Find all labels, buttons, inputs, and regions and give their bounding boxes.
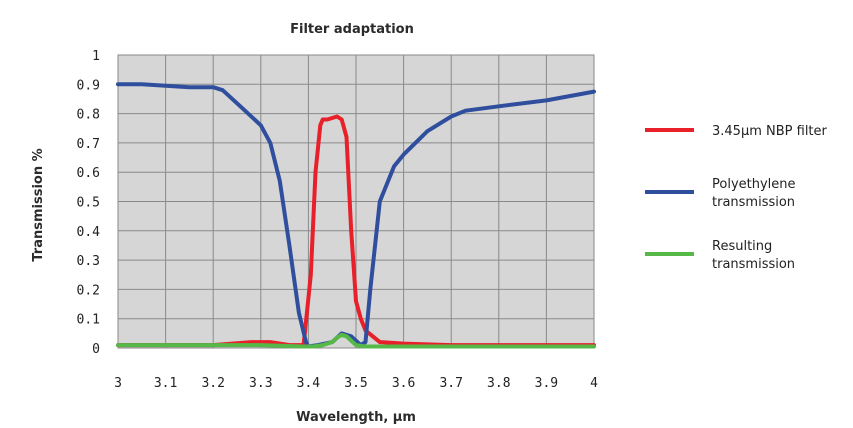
axis-ticks: 3 3.1 3.2 3.3 3.4 3.5 3.6 3.7 3.8 3.9 4 0 0.1 0.2 0.3 0… <box>77 49 599 391</box>
x-tick-label: 3.8 <box>487 376 510 391</box>
x-tick-label: 3.9 <box>535 376 558 391</box>
y-tick-label: 0.7 <box>77 137 100 152</box>
x-tick-label: 3 <box>114 376 122 391</box>
grid-lines <box>118 55 594 348</box>
y-tick-label: 0.8 <box>77 108 100 123</box>
y-tick-label: 0.9 <box>77 78 100 93</box>
y-tick-label: 0.2 <box>77 283 100 298</box>
x-tick-label: 3.6 <box>392 376 415 391</box>
legend-label-3: Resulting <box>712 239 772 254</box>
x-tick-label: 4 <box>590 376 598 391</box>
series-line-1 <box>116 114 596 348</box>
x-tick-label: 3.3 <box>249 376 272 391</box>
x-axis-label: Wavelength, µm <box>296 410 416 425</box>
legend-label-2: Polyethylene <box>712 177 796 192</box>
x-tick-label: 3.7 <box>439 376 462 391</box>
y-tick-label: 0.4 <box>77 225 101 240</box>
x-tick-label: 3.4 <box>297 376 321 391</box>
legend: 3.45µm NBP filter Polyethylene transmissio… <box>645 124 828 272</box>
y-tick-label: 0.5 <box>77 196 100 211</box>
x-tick-label: 3.1 <box>154 376 177 391</box>
legend-label-1: 3.45µm NBP filter <box>712 124 828 139</box>
y-tick-label: 1 <box>92 49 100 64</box>
x-tick-label: 3.2 <box>201 376 224 391</box>
legend-label-2: transmission <box>712 195 795 210</box>
y-tick-label: 0.1 <box>77 313 100 328</box>
series-lines <box>116 82 596 349</box>
y-tick-label: 0 <box>92 342 100 357</box>
y-tick-label: 0.3 <box>77 254 100 269</box>
y-tick-label: 0.6 <box>77 166 100 181</box>
chart-title: Filter adaptation <box>290 22 414 37</box>
y-axis-label: Transmission % <box>31 148 46 261</box>
legend-label-3: transmission <box>712 257 795 272</box>
x-tick-label: 3.5 <box>344 376 367 391</box>
series-line-3 <box>116 332 596 349</box>
